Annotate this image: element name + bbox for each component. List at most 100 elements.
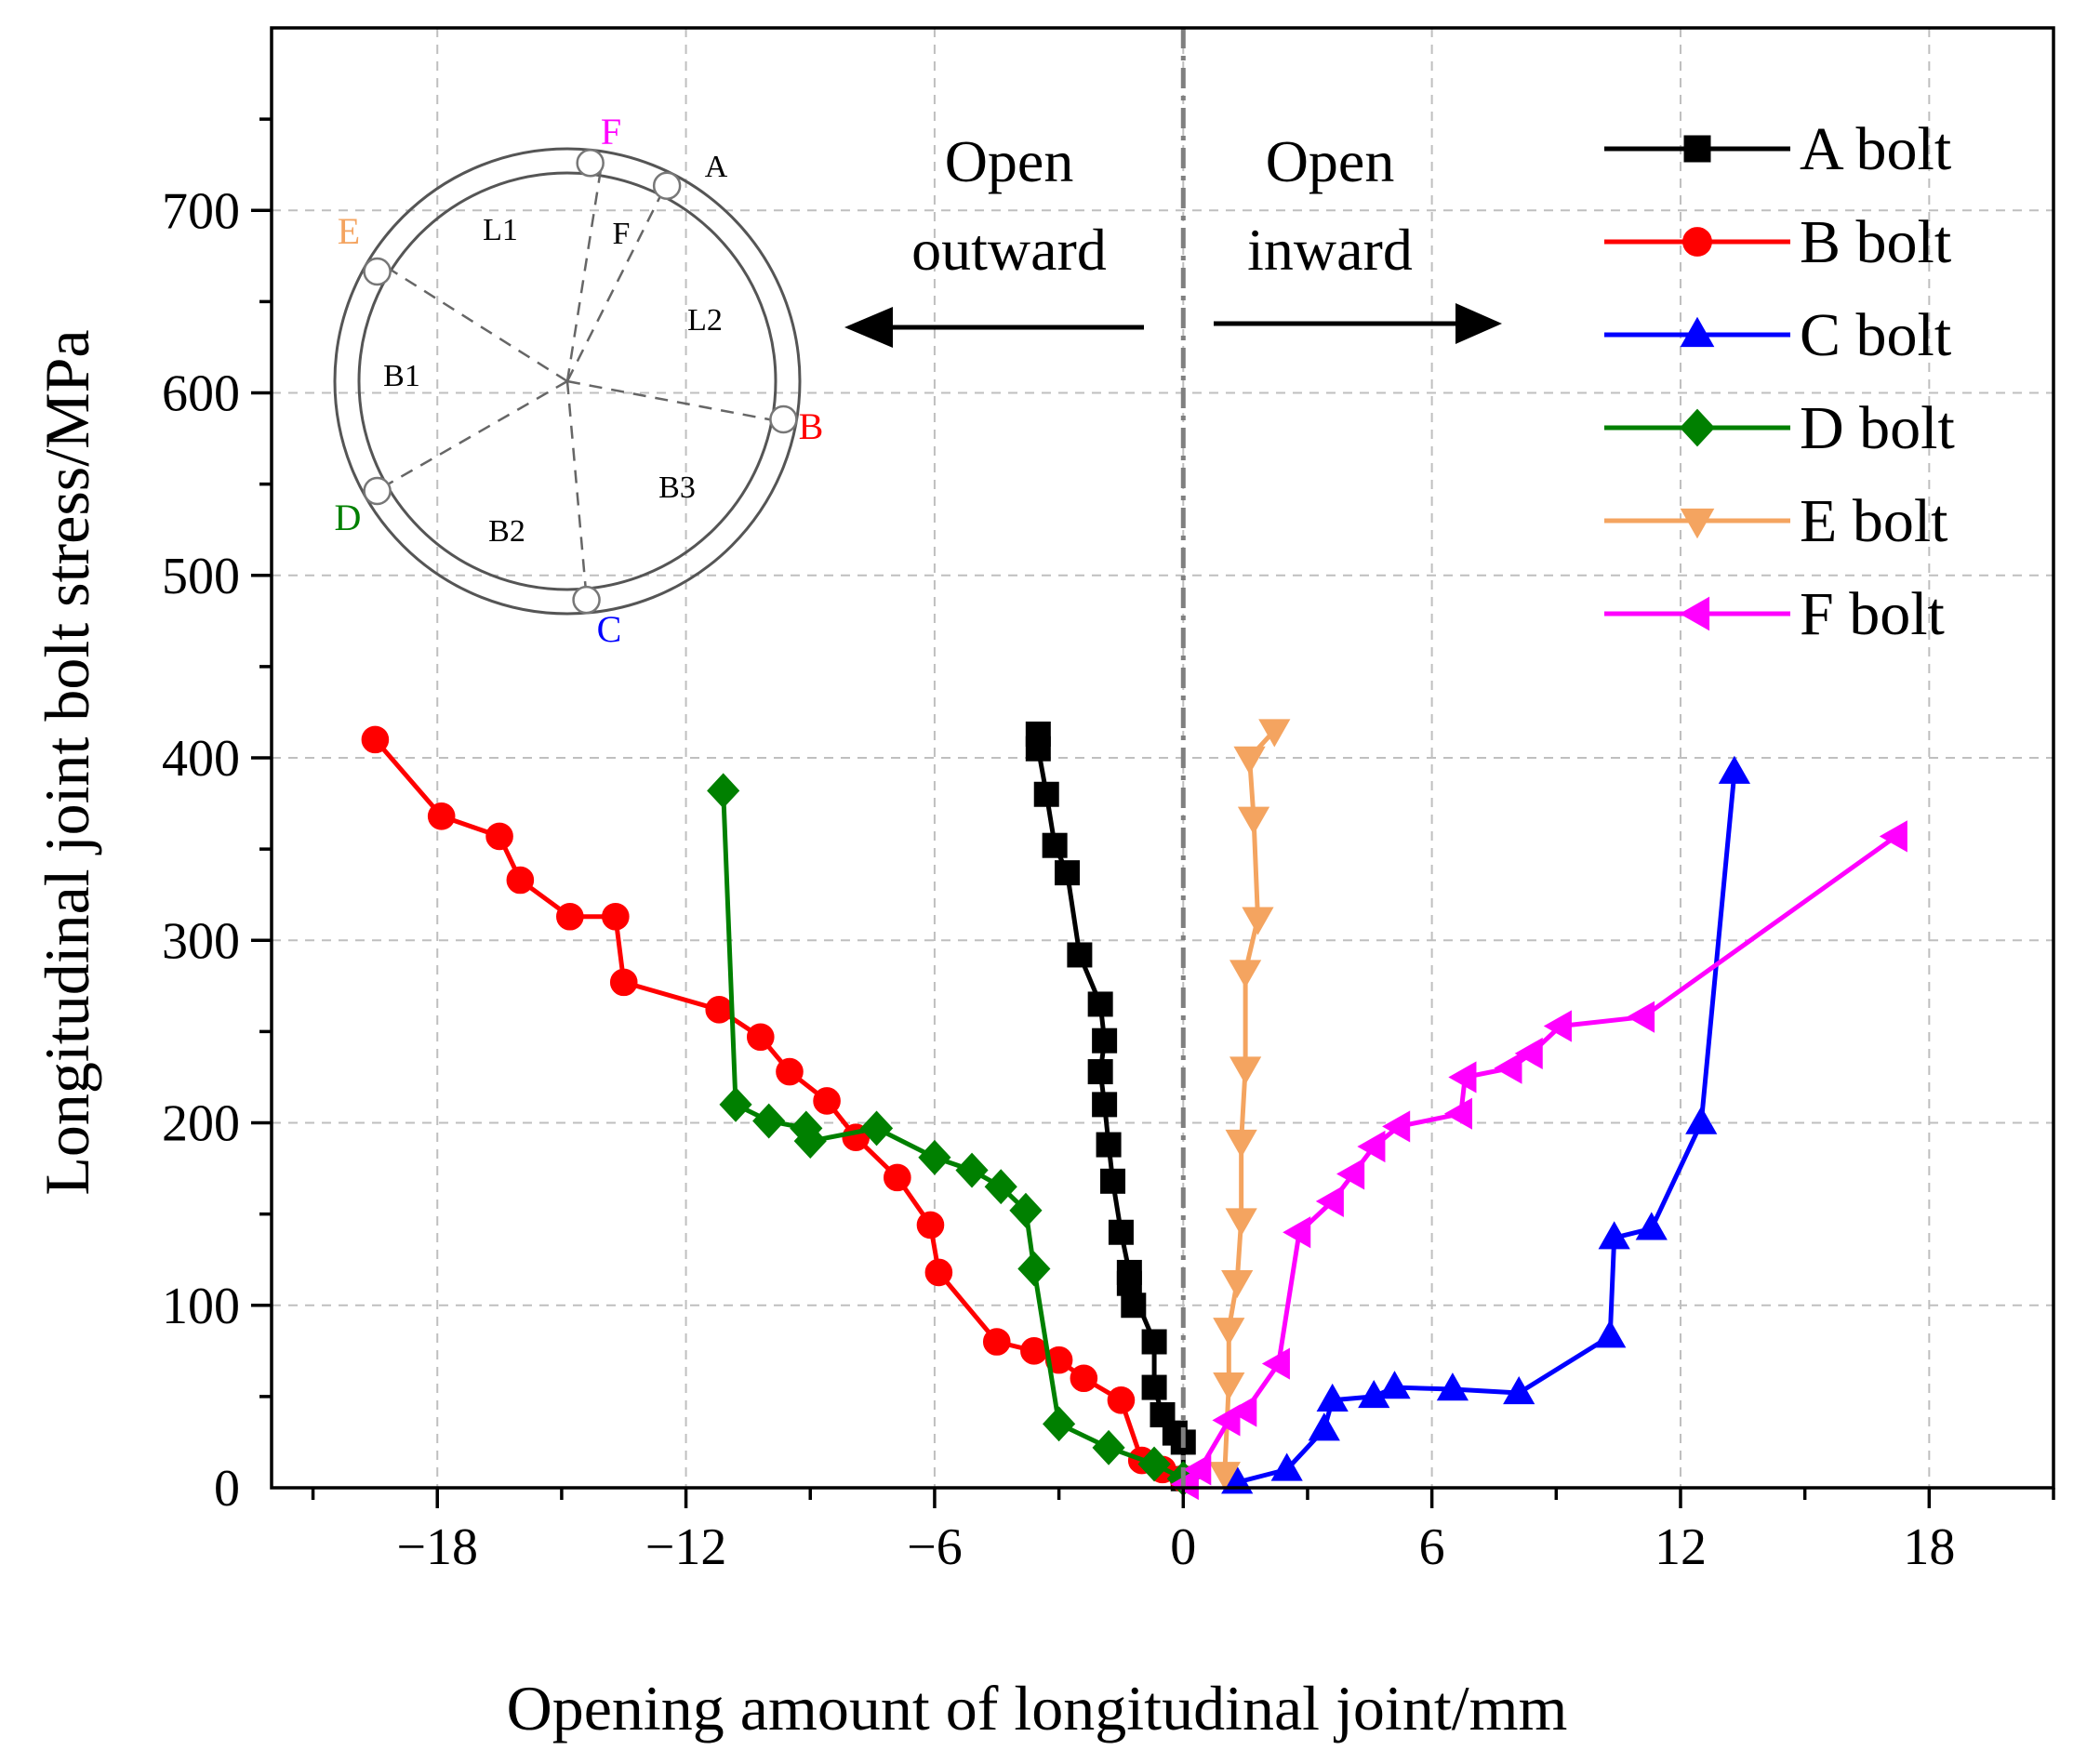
data-point-c-bolt: [1270, 1452, 1303, 1481]
data-point-f-bolt: [1336, 1158, 1365, 1190]
data-point-a-bolt: [1096, 1132, 1122, 1158]
x-tick-label: −18: [396, 1518, 478, 1576]
x-tick-label: 0: [1170, 1518, 1196, 1576]
ring-outer-circle: [333, 147, 802, 616]
data-point-c-bolt: [1635, 1212, 1668, 1240]
data-point-b-bolt: [705, 996, 734, 1024]
data-point-b-bolt: [556, 902, 584, 931]
data-point-f-bolt: [1283, 1216, 1311, 1249]
inset-label-B3: B3: [658, 471, 696, 505]
series-e-bolt: [1208, 719, 1291, 1491]
data-point-b-bolt: [1107, 1386, 1136, 1414]
legend-marker: [1680, 508, 1715, 539]
axis-ticks: [251, 117, 2055, 1508]
legend-marker: [1682, 227, 1712, 257]
legend-item-d-bolt: D bolt: [1604, 394, 1955, 462]
data-point-f-bolt: [1315, 1185, 1344, 1217]
data-point-b-bolt: [884, 1163, 911, 1192]
data-point-d-bolt: [1092, 1429, 1125, 1465]
data-point-d-bolt: [1017, 1251, 1051, 1287]
x-tick-label: −6: [907, 1518, 963, 1576]
data-point-d-bolt: [984, 1169, 1017, 1205]
grid: [272, 28, 2053, 1488]
x-tick-label: 6: [1419, 1518, 1445, 1576]
data-point-a-bolt: [1141, 1374, 1167, 1400]
data-point-b-bolt: [1044, 1346, 1073, 1374]
inset-label-F-segment: F: [613, 217, 631, 251]
data-point-a-bolt: [1087, 991, 1113, 1017]
data-point-a-bolt: [1141, 1329, 1167, 1355]
x-tick-label: 12: [1655, 1518, 1707, 1576]
data-point-c-bolt: [1436, 1372, 1469, 1401]
legend-item-e-bolt: E bolt: [1604, 487, 1948, 555]
data-point-e-bolt: [1258, 719, 1291, 748]
bolt-bump: [576, 149, 605, 178]
data-point-a-bolt: [1042, 832, 1068, 858]
bolt-bump: [572, 585, 601, 615]
data-point-d-bolt: [859, 1110, 894, 1147]
data-point-c-bolt: [1594, 1319, 1627, 1348]
data-point-b-bolt: [602, 902, 630, 931]
data-point-d-bolt: [752, 1103, 786, 1139]
legend-label: B bolt: [1800, 208, 1951, 276]
legend: A bolt B bolt C bolt D bolt E bolt F bolt: [1604, 115, 1955, 648]
data-point-d-bolt: [1137, 1446, 1171, 1482]
data-point-c-bolt: [1503, 1376, 1535, 1405]
data-point-c-bolt: [1308, 1412, 1340, 1441]
inset-label-E: E: [338, 210, 360, 252]
y-tick-label: 700: [162, 182, 240, 240]
data-point-a-bolt: [1121, 1293, 1147, 1319]
x-tick-label: 18: [1903, 1518, 1955, 1576]
data-point-d-bolt: [955, 1152, 989, 1188]
series-layer: [361, 719, 1907, 1501]
bolt-bump: [363, 257, 392, 286]
data-point-c-bolt: [1378, 1371, 1411, 1399]
series-d-bolt: [707, 773, 1200, 1497]
segment-joint-lines: [385, 168, 775, 592]
data-point-d-bolt: [793, 1123, 827, 1160]
data-point-a-bolt: [1033, 781, 1059, 807]
annotation-open-outward-line2: outward: [911, 217, 1107, 283]
data-point-a-bolt: [1025, 736, 1051, 762]
annotation-open-inward-line1: Open: [1266, 128, 1395, 194]
data-point-d-bolt: [918, 1139, 951, 1175]
series-f-bolt: [1170, 820, 1907, 1501]
data-point-d-bolt: [707, 773, 740, 809]
y-tick-label: 500: [162, 548, 240, 605]
data-point-b-bolt: [361, 725, 390, 754]
legend-item-f-bolt: F bolt: [1604, 580, 1945, 648]
data-point-f-bolt: [1626, 1001, 1655, 1033]
inset-label-A: A: [705, 150, 728, 184]
legend-marker: [1680, 316, 1715, 348]
data-point-d-bolt: [719, 1086, 752, 1122]
series-line-c-bolt: [1236, 772, 1737, 1485]
ring-section-diagram: F A E B D C L1 F L2 B1 B3 B2: [333, 111, 824, 650]
arrow-left-icon: [844, 307, 1144, 348]
annotation-open-inward-line2: inward: [1247, 217, 1413, 283]
inset-label-B: B: [799, 405, 824, 447]
legend-marker: [1680, 408, 1715, 447]
data-point-a-bolt: [1087, 1059, 1113, 1085]
data-point-f-bolt: [1382, 1110, 1411, 1143]
data-point-f-bolt: [1543, 1010, 1572, 1042]
inset-label-B1: B1: [383, 359, 420, 393]
data-point-b-bolt: [982, 1328, 1011, 1356]
axis-tick-labels: −18 −12 −6 0 6 12 18 0 100 200 300 400 500 600 700: [162, 182, 1955, 1576]
inset-label-B2: B2: [488, 514, 525, 549]
data-point-e-bolt: [1229, 1056, 1262, 1085]
y-tick-label: 400: [162, 730, 240, 788]
y-tick-label: 0: [214, 1460, 240, 1518]
data-point-a-bolt: [1055, 860, 1081, 886]
series-c-bolt: [1221, 755, 1751, 1494]
data-point-e-bolt: [1233, 746, 1266, 775]
legend-label: F bolt: [1800, 580, 1945, 648]
data-point-b-bolt: [506, 866, 535, 895]
data-point-b-bolt: [924, 1258, 953, 1287]
y-tick-label: 200: [162, 1095, 240, 1153]
y-axis-title: Longitudinal joint bolt stress/MPa: [32, 329, 102, 1195]
bolt-bump: [363, 476, 392, 506]
data-point-b-bolt: [916, 1211, 945, 1240]
data-point-b-bolt: [1070, 1364, 1098, 1393]
data-point-b-bolt: [485, 822, 513, 851]
legend-label: E bolt: [1800, 487, 1948, 555]
